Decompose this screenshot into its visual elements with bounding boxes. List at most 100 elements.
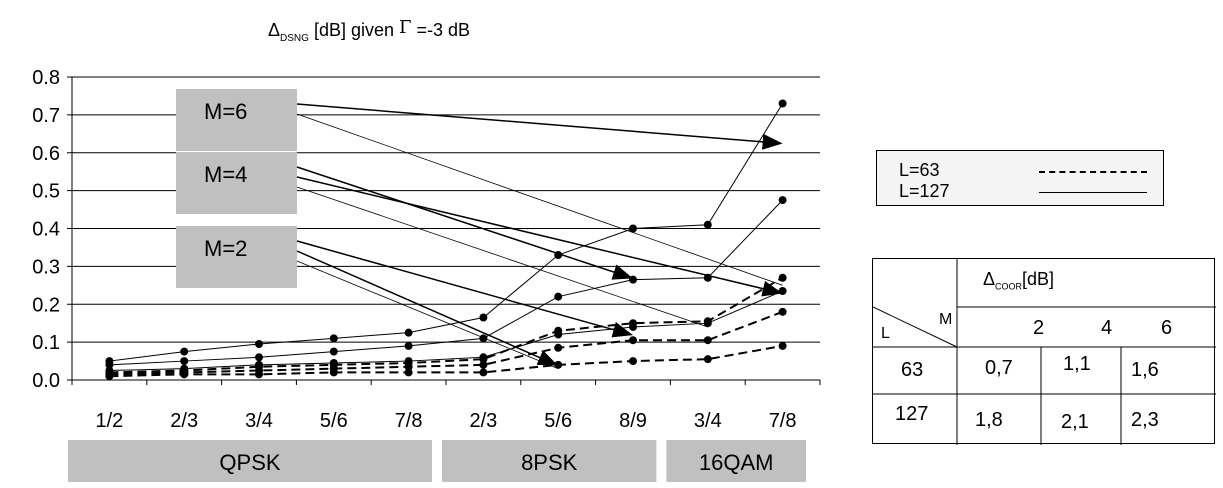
annotation-label: M=4 [204,162,247,187]
series-point [778,341,787,350]
chart-title: ΔDSNG [dB] given Γ =-3 dB [268,17,470,44]
annotation-pointer [296,186,708,328]
series-point [703,355,712,364]
coor-header: ΔCOOR[dB] [983,269,1055,292]
series-point [554,326,563,335]
series-point [329,334,338,343]
x-tick-label: 7/8 [395,410,423,432]
legend: L=63 L=127 [876,150,1164,206]
series-point [180,357,189,366]
group-box [666,440,806,482]
series-point [255,370,263,379]
series-point [554,343,563,352]
annotation-pointer [296,240,633,338]
series-point [479,360,488,369]
title-suffix: =-3 dB [412,20,471,40]
series-point [778,307,787,316]
m-value-6: 6 [1161,317,1173,339]
annotation-pointer [296,176,783,297]
series-point [180,370,189,379]
series-point [404,341,413,350]
series-point [329,368,338,377]
series-line [109,199,783,366]
y-tick-label: 0.4 [32,219,60,241]
series-point [554,292,563,301]
group-label: QPSK [219,450,280,475]
row-127-l: 127 [895,403,929,425]
y-tick-label: 0.7 [32,105,60,127]
series-point [479,368,488,377]
series-point [404,362,413,371]
row-63-l: 63 [901,359,924,381]
series-point [778,99,787,108]
series-point [180,347,189,356]
x-tick-label: 5/6 [544,410,572,432]
series-point [778,286,787,295]
y-tick-label: 0.3 [32,256,60,278]
row-63-value-2: 1,1 [1063,353,1091,375]
series-point [105,372,114,381]
group-box [68,440,432,482]
title-text: [dB] given [309,20,399,40]
title-gamma: Γ [399,17,412,38]
legend-swatch-dashed [1039,171,1147,173]
series-point [479,313,488,322]
series-point [703,336,712,345]
series-point [703,317,712,326]
annotation-pointer [296,166,633,280]
x-tick-label: 1/2 [95,410,123,432]
legend-swatch-solid [1039,192,1147,193]
annotation-label: M=2 [204,236,247,261]
annotation-box [176,226,297,288]
series-point [479,355,488,364]
series-point [255,353,263,362]
title-delta: Δ [268,20,280,40]
x-tick-label: 7/8 [769,410,797,432]
x-tick-label: 8/9 [619,410,647,432]
series-line [109,290,783,372]
x-tick-label: 3/4 [694,410,722,432]
series-point [629,319,637,328]
x-tick-label: 2/3 [170,410,198,432]
corner-label-m: M [939,311,953,328]
annotation-pointer [296,260,559,370]
series-point [778,273,787,282]
annotation-pointer [296,250,559,366]
legend-label-l127: L=127 [899,181,950,201]
series-line [109,344,783,378]
series-point [629,224,637,233]
row-127-value-3: 2,3 [1131,409,1159,431]
annotation-box [176,89,297,151]
row-63-value-3: 1,6 [1131,359,1159,381]
y-tick-label: 0.1 [32,332,60,354]
group-label: 16QAM [699,450,774,475]
x-tick-label: 3/4 [245,410,273,432]
corner-label-l: L [881,325,890,342]
series-point [105,360,114,369]
series-point [629,357,637,366]
series-line [109,310,783,376]
series-line [109,103,784,362]
title-subscript: DSNG [280,33,309,44]
x-tick-label: 2/3 [469,410,497,432]
series-point [404,328,413,337]
series-line [109,276,784,374]
y-tick-label: 0.6 [32,143,60,165]
annotation-box [176,152,297,214]
coor-table: ΔCOOR[dB] L M 2 4 6 63 0,7 1,1 1,6 127 1… [872,258,1216,445]
row-63-value-1: 0,7 [985,357,1013,379]
series-point [329,347,338,356]
series-point [479,334,488,343]
y-tick-label: 0.8 [32,67,60,89]
series-point [404,368,413,377]
group-label: 8PSK [521,450,578,475]
series-point [778,196,787,205]
y-tick-label: 0.0 [32,370,60,392]
annotation-pointer [296,103,783,150]
legend-label-l63: L=63 [899,160,940,180]
m-value-4: 4 [1101,317,1113,339]
annotation-pointer [296,113,783,286]
coor-table-grid [873,259,1216,445]
series-point [255,340,263,349]
